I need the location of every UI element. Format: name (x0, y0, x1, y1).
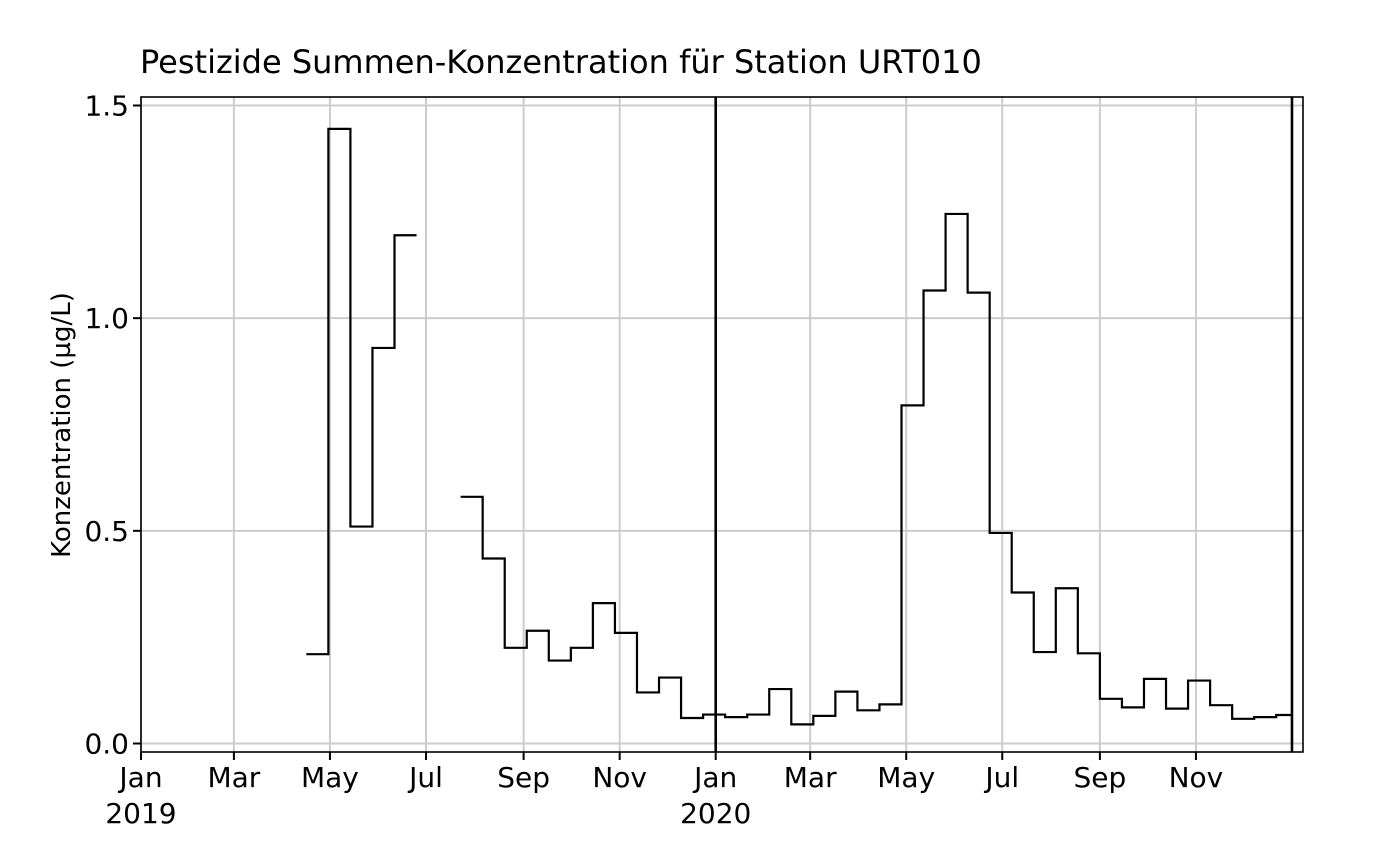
x-tick-label: Mar (784, 761, 837, 794)
y-tick-label: 1.5 (84, 90, 129, 123)
x-tick-label: Nov (1169, 761, 1224, 794)
x-tick-label: Jul (983, 761, 1019, 794)
data-layer (306, 127, 1292, 726)
x-tick-label: Sep (1073, 761, 1126, 794)
x-tick-label: Mar (207, 761, 260, 794)
chart-title: Pestizide Summen-Konzentration für Stati… (140, 43, 982, 81)
x-tick-year-label: 2019 (105, 797, 176, 830)
y-tick-label: 1.0 (84, 302, 129, 335)
x-tick-label: Jul (407, 761, 443, 794)
y-tick-label: 0.5 (84, 515, 129, 548)
x-tick-label: May (877, 761, 935, 794)
x-tick-year-label: 2020 (680, 797, 751, 830)
x-tick-label: Sep (497, 761, 550, 794)
y-tick-label: 0.0 (84, 727, 129, 760)
plot-frame (140, 96, 1304, 753)
concentration-step-line (460, 212, 1292, 726)
x-tick-label: Nov (592, 761, 647, 794)
x-tick-label: May (301, 761, 359, 794)
x-tick-label: Jan (692, 761, 737, 794)
vertical-lines (714, 97, 1294, 752)
concentration-step-line (306, 127, 417, 656)
y-axis-label: Konzentration (µg/L) (47, 292, 77, 558)
x-tick-label: Jan (117, 761, 162, 794)
